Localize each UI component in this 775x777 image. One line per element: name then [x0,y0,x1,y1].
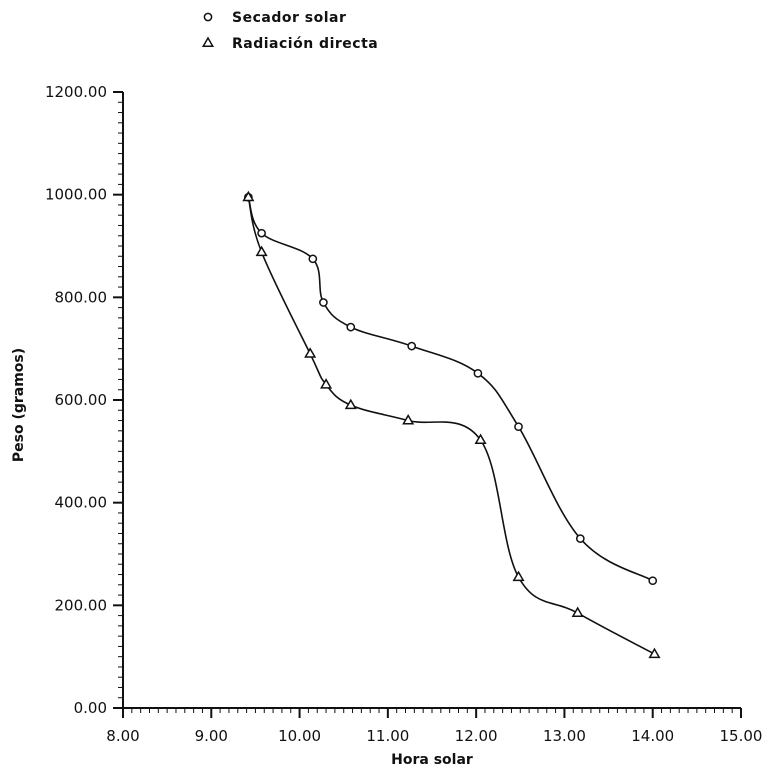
series-line [247,196,654,582]
y-tick-label: 800.00 [55,288,108,306]
series-1 [244,192,658,586]
y-axis-title: Peso (gramos) [11,348,27,462]
data-point [257,228,266,238]
data-point [344,398,357,410]
x-tick-label: 14.00 [631,727,674,745]
series-layer [242,190,661,659]
data-point [304,347,317,358]
data-point [308,254,318,264]
data-point [512,570,525,582]
data-point [407,341,417,351]
x-tick-label: 13.00 [543,727,586,745]
series-2 [242,190,661,659]
legend-marker [201,36,215,47]
axes: 8.00 9.00 10.00 11.00 12.00 13.00 14.00 15.00 0.… [45,83,763,745]
data-point [473,368,483,378]
x-tick-label: 11.00 [366,727,409,745]
data-point [242,190,255,202]
data-point [648,576,658,586]
y-tick-label: 0.00 [74,699,107,717]
data-point [514,422,523,432]
x-tick-label: 10.00 [278,727,321,745]
x-tick-label: 9.00 [195,727,228,745]
data-point [319,298,328,307]
legend: Secador solar Radiación directa [201,10,378,52]
data-point [575,534,585,543]
x-tick-label: 15.00 [720,727,763,745]
data-point [346,322,356,332]
y-tick-label: 1200.00 [45,83,107,101]
x-tick-label: 12.00 [455,727,498,745]
y-tick-label: 600.00 [55,391,108,409]
data-point [648,647,661,659]
data-point [255,245,268,257]
x-tick-label: 8.00 [106,727,139,745]
data-point [320,378,333,389]
legend-label: Secador solar [232,10,346,26]
y-tick-label: 400.00 [55,494,108,512]
data-point [571,606,584,618]
data-point [402,414,415,425]
y-tick-label: 200.00 [55,596,108,614]
series-line [247,197,655,655]
legend-marker [203,12,213,22]
y-tick-label: 1000.00 [45,186,107,204]
x-axis-title: Hora solar [391,752,473,768]
data-point [474,433,487,445]
legend-label: Radiación directa [232,36,378,52]
